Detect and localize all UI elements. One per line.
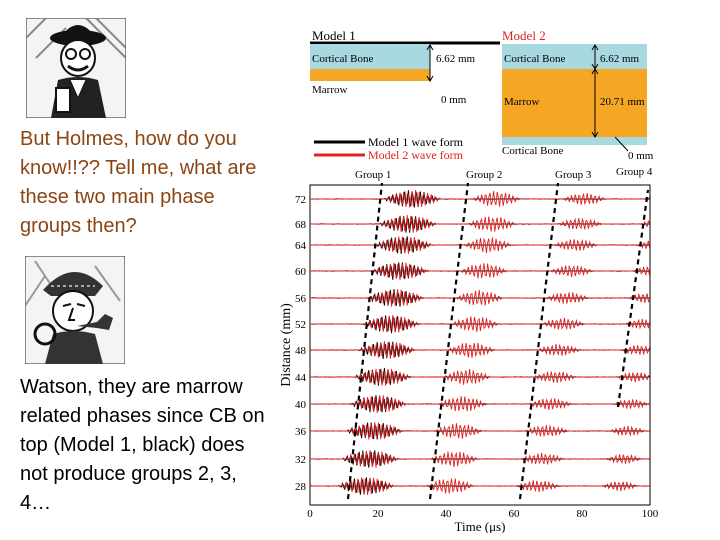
holmes-cartoon bbox=[25, 256, 125, 364]
model2-trace bbox=[310, 215, 650, 233]
y-tick-label: 28 bbox=[295, 481, 307, 493]
model2-marrow bbox=[502, 69, 647, 137]
y-tick-label: 44 bbox=[295, 372, 307, 384]
y-tick-label: 64 bbox=[295, 240, 307, 252]
model2-thickness-top: 6.62 mm bbox=[600, 53, 640, 65]
model1-marrow-layer bbox=[310, 69, 430, 81]
y-tick-label: 36 bbox=[295, 426, 307, 438]
model2-trace bbox=[310, 289, 650, 307]
phase-group-line bbox=[428, 182, 470, 500]
model2-thickness-mid: 20.71 mm bbox=[600, 96, 645, 108]
model2-title: Model 2 bbox=[502, 28, 546, 43]
model2-trace bbox=[310, 477, 650, 496]
legend: Model 1 wave form Model 2 wave form bbox=[314, 135, 464, 162]
x-tick-label: 80 bbox=[577, 508, 589, 520]
model1-zero: 0 mm bbox=[441, 94, 467, 106]
model2-trace bbox=[310, 368, 650, 386]
y-axis-label: Distance (mm) bbox=[279, 303, 294, 387]
model1-bone-label: Cortical Bone bbox=[312, 53, 374, 65]
x-axis: 0 20 40 60 80 100 bbox=[307, 508, 659, 520]
group2-label: Group 2 bbox=[466, 169, 502, 181]
model2-trace bbox=[310, 341, 651, 359]
y-axis: 72 68 64 60 56 52 48 44 40 36 32 28 bbox=[295, 194, 307, 493]
model2-trace bbox=[310, 262, 651, 281]
y-tick-label: 72 bbox=[295, 194, 306, 206]
x-tick-label: 100 bbox=[642, 508, 659, 520]
model1-marrow-label: Marrow bbox=[312, 84, 347, 96]
model2-trace bbox=[310, 236, 651, 254]
model1-title: Model 1 bbox=[312, 28, 356, 43]
x-tick-label: 0 bbox=[307, 508, 313, 520]
holmes-answer: Watson, they are marrow related phases s… bbox=[20, 376, 265, 514]
y-tick-label: 48 bbox=[295, 345, 307, 357]
group4-label: Group 4 bbox=[616, 166, 653, 178]
y-tick-label: 40 bbox=[295, 399, 307, 411]
model2-trace bbox=[310, 450, 650, 468]
model1-bone-layer bbox=[310, 44, 430, 69]
waveform-traces bbox=[309, 190, 651, 496]
model2-marrow-label: Marrow bbox=[504, 96, 539, 108]
model2-trace bbox=[310, 190, 651, 208]
legend-model2: Model 2 wave form bbox=[368, 148, 464, 162]
model2-bone-top bbox=[502, 44, 647, 69]
model2-bone-bottom bbox=[502, 137, 647, 145]
model2-bone-top-label: Cortical Bone bbox=[504, 53, 566, 65]
legend-model1: Model 1 wave form bbox=[368, 135, 464, 149]
phase-group-lines bbox=[346, 182, 650, 500]
y-tick-label: 32 bbox=[295, 454, 306, 466]
x-tick-label: 40 bbox=[441, 508, 453, 520]
model2-trace bbox=[310, 422, 650, 440]
phase-group-line bbox=[346, 182, 384, 500]
y-tick-label: 60 bbox=[295, 266, 307, 278]
phase-group-line bbox=[518, 182, 560, 500]
x-axis-label: Time (μs) bbox=[455, 519, 506, 533]
model2-bone-bottom-label: Cortical Bone bbox=[502, 145, 564, 157]
x-tick-label: 60 bbox=[509, 508, 521, 520]
group3-label: Group 3 bbox=[555, 169, 592, 181]
model2-trace bbox=[310, 395, 650, 413]
group1-label: Group 1 bbox=[355, 169, 391, 181]
waveform-figure: Model 1 Cortical Bone Marrow 6.62 mm 0 m… bbox=[279, 28, 659, 533]
x-tick-label: 20 bbox=[373, 508, 385, 520]
watson-cartoon bbox=[26, 18, 126, 118]
y-tick-label: 56 bbox=[295, 293, 307, 305]
phase-group-line bbox=[616, 189, 650, 408]
model2-zero: 0 mm bbox=[628, 150, 654, 162]
model1-thickness: 6.62 mm bbox=[436, 53, 476, 65]
watson-question: But Holmes, how do you know!!?? Tell me,… bbox=[20, 128, 257, 237]
y-tick-label: 52 bbox=[295, 319, 306, 331]
y-tick-label: 68 bbox=[295, 219, 307, 231]
